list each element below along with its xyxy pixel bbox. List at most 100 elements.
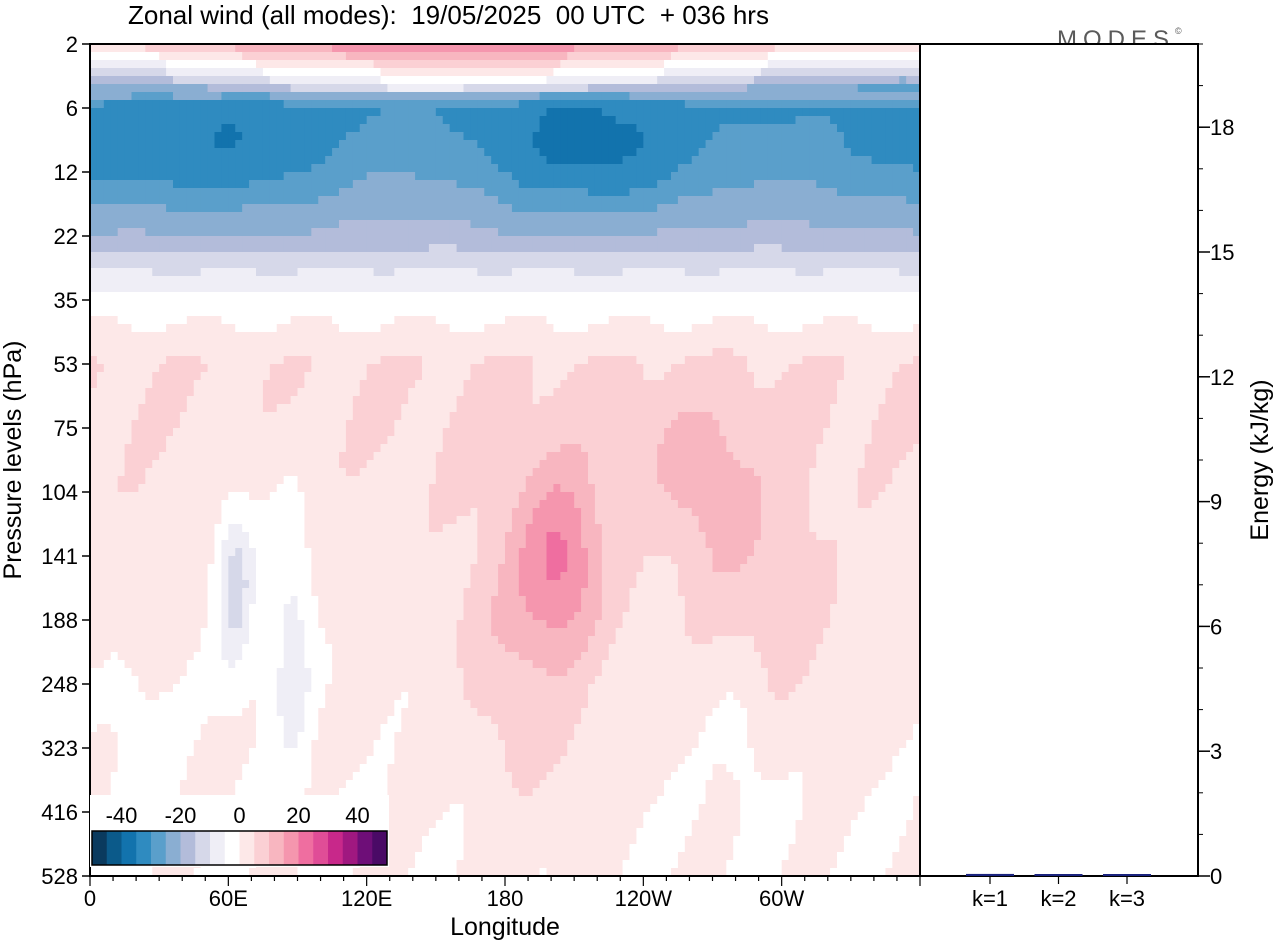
heatmap-cell bbox=[754, 284, 762, 293]
heatmap-cell bbox=[394, 76, 402, 85]
heatmap-cell bbox=[837, 324, 845, 333]
heatmap-cell bbox=[581, 324, 589, 333]
heatmap-cell bbox=[456, 172, 465, 181]
heatmap-cell bbox=[401, 212, 409, 221]
heatmap-cell bbox=[650, 60, 658, 69]
heatmap-cell bbox=[332, 308, 340, 317]
heatmap-cell bbox=[629, 196, 638, 205]
heatmap-cell bbox=[691, 132, 700, 141]
heatmap-cell bbox=[574, 372, 582, 381]
heatmap-cell bbox=[242, 340, 250, 349]
heatmap-cell bbox=[408, 116, 416, 125]
heatmap-cell bbox=[837, 268, 845, 277]
heatmap-cell bbox=[318, 292, 326, 301]
heatmap-cell bbox=[318, 84, 326, 93]
heatmap-cell bbox=[657, 92, 665, 101]
heatmap-cell bbox=[581, 204, 589, 213]
heatmap-cell bbox=[684, 68, 693, 77]
heatmap-cell bbox=[276, 276, 285, 285]
heatmap-cell bbox=[193, 284, 202, 293]
heatmap-cell bbox=[525, 292, 534, 301]
heatmap-cell bbox=[242, 332, 250, 341]
heatmap-cell bbox=[235, 196, 243, 205]
heatmap-cell bbox=[193, 76, 202, 85]
heatmap-cell bbox=[850, 84, 859, 93]
heatmap-cell bbox=[110, 308, 119, 317]
heatmap-cell bbox=[650, 300, 658, 309]
heatmap-cell bbox=[643, 300, 651, 309]
heatmap-cell bbox=[767, 244, 776, 253]
heatmap-cell bbox=[435, 108, 444, 117]
heatmap-cell bbox=[422, 108, 430, 117]
heatmap-cell bbox=[186, 156, 195, 165]
heatmap-cell bbox=[636, 364, 644, 373]
heatmap-cell bbox=[754, 180, 762, 189]
heatmap-cell bbox=[110, 316, 119, 325]
heatmap-cell bbox=[408, 148, 416, 157]
heatmap-cell bbox=[145, 180, 153, 189]
heatmap-cell bbox=[539, 292, 548, 301]
heatmap-cell bbox=[629, 188, 638, 197]
heatmap-cell bbox=[788, 188, 797, 197]
heatmap-cell bbox=[103, 92, 112, 101]
heatmap-cell bbox=[546, 212, 555, 221]
heatmap-cell bbox=[691, 140, 700, 149]
heatmap-cell bbox=[594, 268, 603, 277]
heatmap-cell bbox=[262, 316, 271, 325]
heatmap-cell bbox=[124, 84, 133, 93]
heatmap-cell bbox=[152, 132, 160, 141]
heatmap-cell bbox=[532, 172, 541, 181]
heatmap-cell bbox=[740, 92, 748, 101]
heatmap-cell bbox=[691, 44, 700, 53]
heatmap-cell bbox=[643, 188, 651, 197]
heatmap-cell bbox=[740, 124, 748, 133]
heatmap-cell bbox=[179, 164, 188, 173]
heatmap-cell bbox=[850, 308, 859, 317]
heatmap-cell bbox=[325, 356, 333, 365]
heatmap-cell bbox=[179, 100, 188, 109]
heatmap-cell bbox=[200, 348, 209, 357]
heatmap-cell bbox=[601, 124, 610, 133]
heatmap-cell bbox=[774, 284, 783, 293]
heatmap-cell bbox=[684, 324, 693, 333]
heatmap-cell bbox=[560, 156, 568, 165]
heatmap-cell bbox=[408, 332, 416, 341]
heatmap-cell bbox=[103, 372, 112, 381]
heatmap-cell bbox=[581, 252, 589, 261]
heatmap-cell bbox=[774, 260, 783, 269]
heatmap-cell bbox=[269, 228, 278, 237]
heatmap-cell bbox=[491, 276, 499, 285]
heatmap-cell bbox=[885, 196, 893, 205]
heatmap-cell bbox=[601, 140, 610, 149]
heatmap-cell bbox=[145, 76, 153, 85]
heatmap-cell bbox=[726, 188, 734, 197]
heatmap-cell bbox=[830, 300, 838, 309]
heatmap-cell bbox=[325, 164, 333, 173]
heatmap-cell bbox=[311, 252, 319, 261]
heatmap-cell bbox=[186, 316, 195, 325]
heatmap-cell bbox=[774, 340, 783, 349]
heatmap-cell bbox=[830, 68, 838, 77]
heatmap-cell bbox=[892, 292, 900, 301]
heatmap-cell bbox=[594, 60, 603, 69]
heatmap-cell bbox=[138, 300, 146, 309]
heatmap-cell bbox=[173, 100, 181, 109]
heatmap-cell bbox=[567, 316, 575, 325]
heatmap-cell bbox=[864, 316, 873, 325]
heatmap-cell bbox=[242, 308, 250, 317]
heatmap-cell bbox=[408, 244, 416, 253]
heatmap-cell bbox=[304, 76, 312, 85]
heatmap-cell bbox=[249, 84, 257, 93]
heatmap-cell bbox=[885, 220, 893, 229]
heatmap-cell bbox=[498, 228, 506, 237]
heatmap-cell bbox=[636, 148, 644, 157]
heatmap-cell bbox=[394, 268, 402, 277]
heatmap-cell bbox=[608, 196, 617, 205]
heatmap-cell bbox=[518, 132, 527, 141]
heatmap-cell bbox=[498, 372, 506, 381]
heatmap-cell bbox=[830, 212, 838, 221]
heatmap-cell bbox=[166, 68, 174, 77]
heatmap-cell bbox=[131, 108, 140, 117]
heatmap-cell bbox=[290, 76, 299, 85]
heatmap-cell bbox=[795, 340, 804, 349]
